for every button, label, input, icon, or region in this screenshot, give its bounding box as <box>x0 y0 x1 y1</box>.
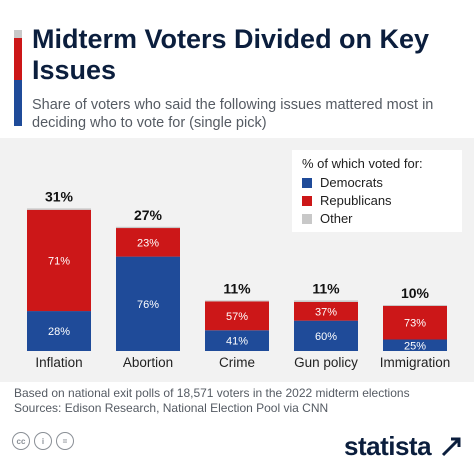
legend-swatch-other <box>302 214 312 224</box>
data-label-inflation-democrats: 28% <box>48 326 70 338</box>
category-label-immigration: Immigration <box>380 355 451 370</box>
chart-subtitle: Share of voters who said the following i… <box>32 97 434 131</box>
license-icons[interactable]: cc i = <box>12 432 82 454</box>
total-label-abortion: 27% <box>134 207 163 223</box>
legend-swatch-republicans <box>302 196 312 206</box>
category-label-crime: Crime <box>219 355 255 370</box>
bar-inflation-democrats <box>27 311 91 351</box>
bar-gun-policy-republicans <box>294 301 358 321</box>
category-label-inflation: Inflation <box>35 355 82 370</box>
category-label-gun-policy: Gun policy <box>294 355 358 370</box>
data-label-gun-policy-democrats: 60% <box>315 331 337 343</box>
accent-segment-other <box>14 30 22 38</box>
bar-immigration-democrats <box>383 339 447 351</box>
data-label-immigration-democrats: 25% <box>404 340 426 352</box>
creative-commons-icon[interactable]: cc <box>12 432 30 450</box>
chart-title: Midterm Voters Divided on Key Issues <box>32 24 430 85</box>
bar-crime-republicans <box>205 301 269 331</box>
bar-gun-policy-democrats <box>294 320 358 351</box>
attribution-icon[interactable]: i <box>34 432 52 450</box>
bar-abortion-republicans <box>116 228 180 257</box>
total-label-immigration: 10% <box>401 285 430 301</box>
legend-label-democrats: Democrats <box>320 175 383 190</box>
data-label-inflation-republicans: 71% <box>48 255 70 267</box>
bar-crime-other <box>205 300 269 302</box>
footer: Based on national exit polls of 18,571 v… <box>14 386 464 416</box>
legend-title: % of which voted for: <box>302 156 423 171</box>
data-label-abortion-democrats: 76% <box>137 299 159 311</box>
data-label-abortion-republicans: 23% <box>137 237 159 249</box>
data-label-gun-policy-republicans: 37% <box>315 306 337 318</box>
total-label-crime: 11% <box>223 280 251 296</box>
legend-label-other: Other <box>320 211 353 226</box>
bar-immigration-other <box>383 305 447 306</box>
accent-segment-democrats <box>14 80 22 126</box>
data-label-crime-republicans: 57% <box>226 311 248 323</box>
accent-segment-republicans <box>14 38 22 80</box>
bar-gun-policy-other <box>294 300 358 302</box>
bar-crime-democrats <box>205 330 269 351</box>
no-derivatives-icon[interactable]: = <box>56 432 74 450</box>
footer-sources: Sources: Edison Research, National Elect… <box>14 401 329 415</box>
stacked-bar-chart: 28% 71% 31% Inflation 76% 23% 27% Abortion 41% 57… <box>27 188 451 370</box>
legend-swatch-democrats <box>302 178 312 188</box>
legend: % of which voted for: Democrats Republic… <box>292 150 462 232</box>
legend-label-republicans: Republicans <box>320 193 392 208</box>
category-label-abortion: Abortion <box>123 355 173 370</box>
bar-inflation-other <box>27 208 91 210</box>
data-label-crime-democrats: 41% <box>226 336 248 348</box>
footer-note: Based on national exit polls of 18,571 v… <box>14 386 410 400</box>
statista-logo-icon <box>441 437 461 457</box>
bar-abortion-democrats <box>116 256 180 351</box>
brand-logo-text[interactable]: statista <box>344 431 432 461</box>
bar-inflation-republicans <box>27 209 91 312</box>
total-label-gun-policy: 11% <box>312 280 340 296</box>
data-label-immigration-republicans: 73% <box>404 318 426 330</box>
bar-immigration-republicans <box>383 305 447 340</box>
total-label-inflation: 31% <box>45 188 74 204</box>
bar-abortion-other <box>116 226 180 229</box>
title-accent-bar <box>14 30 22 126</box>
